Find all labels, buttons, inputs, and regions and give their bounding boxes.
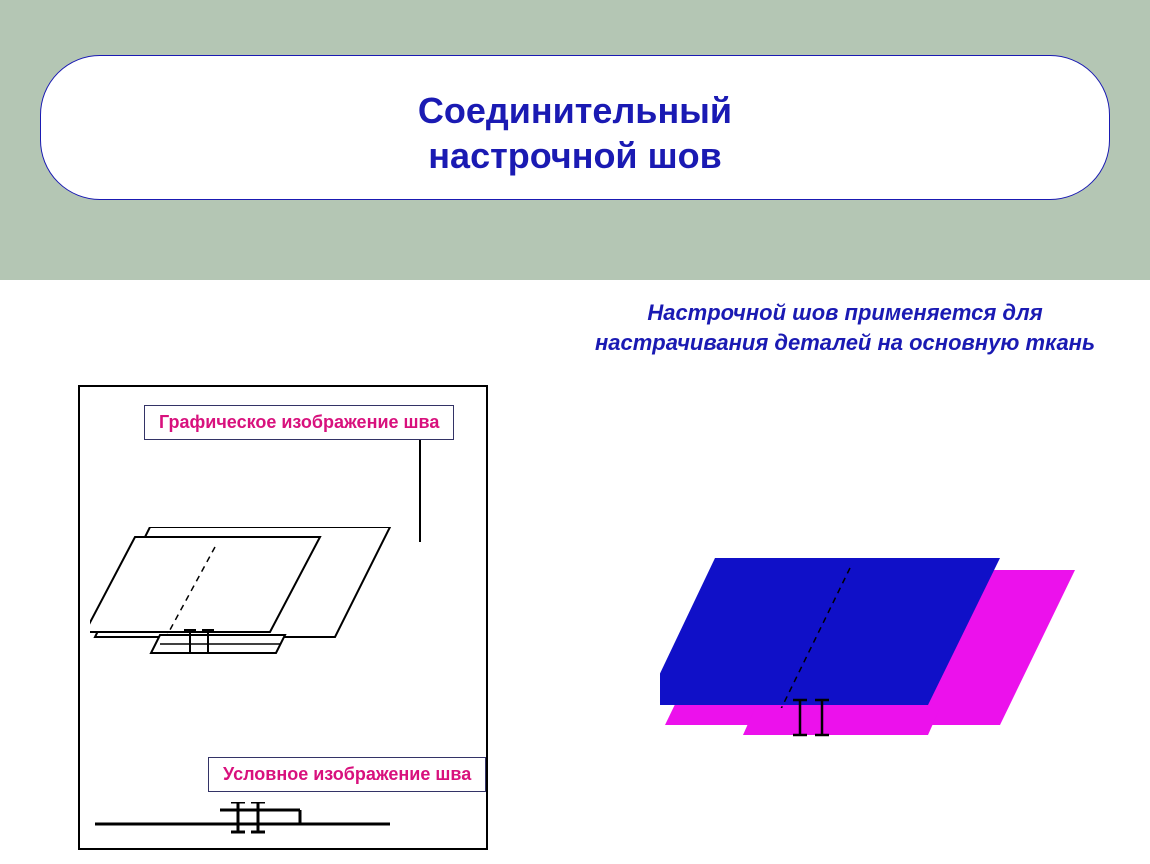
conventional-seam-view — [90, 802, 410, 842]
graphic-seam-view — [90, 527, 420, 672]
diagram-container: Графическое изображение шва Условное изо… — [78, 385, 488, 850]
label-graphic-view: Графическое изображение шва — [144, 405, 454, 440]
title-box: Соединительный настрочной шов — [40, 55, 1110, 200]
title-line-1: Соединительный — [418, 88, 732, 133]
header-section: Соединительный настрочной шов — [0, 0, 1150, 280]
label-conventional-view: Условное изображение шва — [208, 757, 486, 792]
content-section: Настрочной шов применяется для настрачив… — [0, 280, 1150, 864]
color-seam-illustration — [660, 550, 1090, 750]
title-line-2: настрочной шов — [428, 133, 721, 178]
seam-description: Настрочной шов применяется для настрачив… — [585, 298, 1105, 357]
